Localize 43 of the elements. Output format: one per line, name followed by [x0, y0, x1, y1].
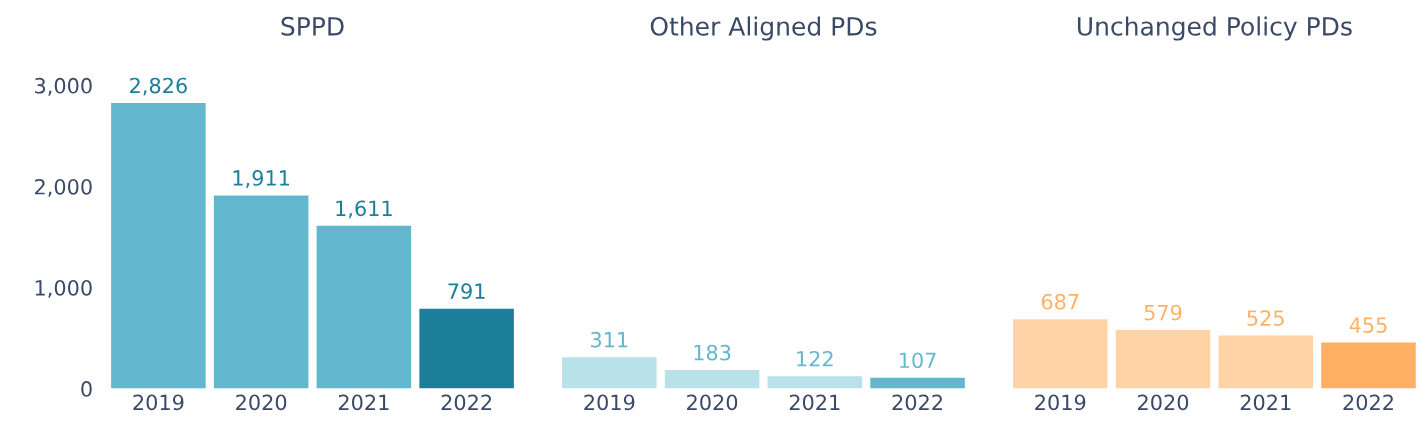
x-tick-label: 2019 [584, 394, 635, 411]
y-tick-label: 0 [81, 381, 92, 397]
data-label: 1,611 [336, 200, 392, 219]
bar [316, 225, 412, 389]
x-tick-label: 2022 [1343, 394, 1393, 411]
bar [664, 370, 760, 389]
data-label: 2,826 [130, 77, 187, 96]
data-label: 311 [591, 331, 628, 348]
bar [419, 308, 514, 389]
data-label: 579 [1144, 304, 1182, 321]
bar [1013, 319, 1108, 389]
data-label: 687 [1041, 293, 1079, 310]
bar [1115, 330, 1211, 389]
data-label: 791 [448, 283, 485, 300]
x-tick-label: 2019 [133, 394, 184, 411]
x-tick-label: 2022 [441, 394, 492, 411]
chart-title: SPPD [281, 16, 344, 36]
x-tick-label: 2020 [687, 394, 738, 411]
data-label: 183 [694, 344, 731, 361]
x-tick-label: 2021 [338, 394, 389, 411]
y-tick-label: 2,000 [35, 178, 92, 197]
bar [870, 377, 965, 389]
chart-title: Other Aligned PDs [650, 16, 877, 41]
x-tick-label: 2021 [1240, 394, 1291, 411]
bar [562, 357, 657, 389]
x-tick-label: 2022 [892, 394, 942, 411]
bar [767, 376, 863, 389]
chart-title: Unchanged Policy PDs [1077, 16, 1352, 41]
x-tick-label: 2021 [789, 394, 840, 411]
bar [213, 195, 309, 389]
bar [1321, 342, 1416, 389]
bar [111, 102, 206, 389]
y-tick-label: 3,000 [35, 77, 92, 96]
data-label: 1,911 [233, 170, 290, 188]
data-label: 122 [797, 350, 833, 367]
data-label: 107 [899, 352, 936, 369]
x-tick-label: 2019 [1035, 394, 1086, 411]
x-tick-label: 2020 [1138, 394, 1189, 411]
data-label: 455 [1349, 317, 1387, 333]
bar [1218, 335, 1314, 389]
x-tick-label: 2020 [236, 394, 287, 411]
y-tick-label: 1,000 [35, 279, 92, 298]
data-label: 525 [1247, 310, 1284, 326]
